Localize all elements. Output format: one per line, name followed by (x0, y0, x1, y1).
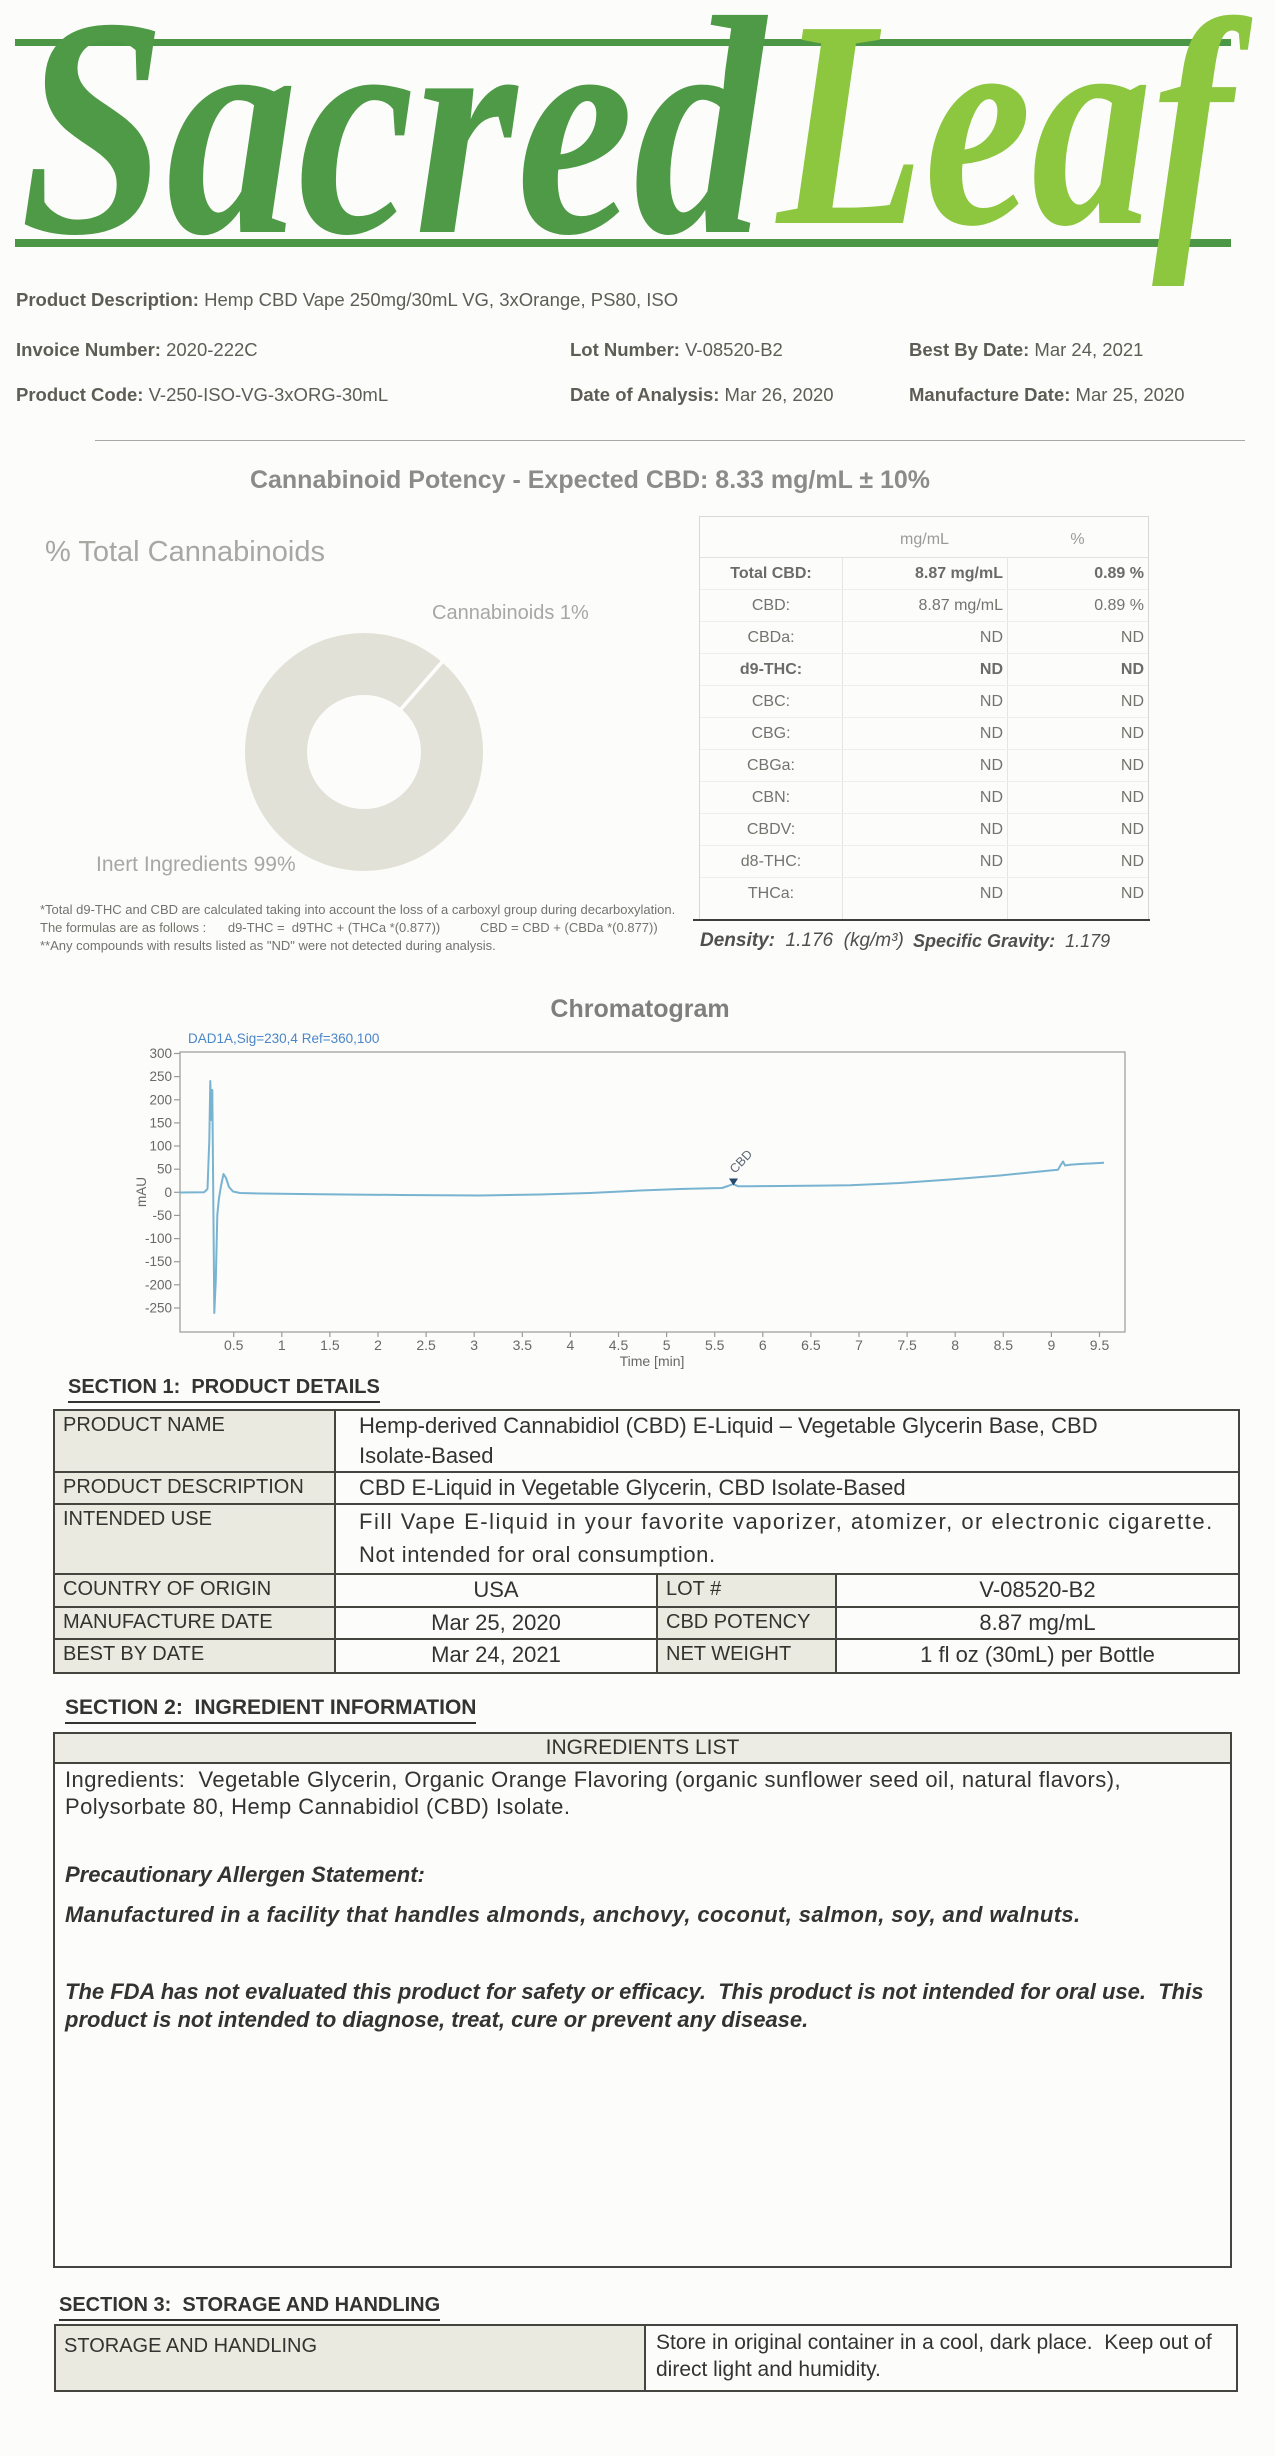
svg-text:CBD: CBD (727, 1147, 755, 1176)
svg-text:7.5: 7.5 (897, 1337, 917, 1353)
svg-text:3: 3 (470, 1337, 478, 1353)
svg-text:DAD1A,Sig=230,4 Ref=360,100: DAD1A,Sig=230,4 Ref=360,100 (188, 1031, 379, 1046)
svg-text:2: 2 (374, 1337, 382, 1353)
svg-text:8: 8 (951, 1337, 959, 1353)
svg-text:8.5: 8.5 (994, 1337, 1014, 1353)
svg-text:150: 150 (149, 1115, 172, 1130)
svg-text:1: 1 (278, 1337, 286, 1353)
svg-text:-150: -150 (145, 1254, 172, 1269)
svg-text:6.5: 6.5 (801, 1337, 821, 1353)
svg-text:9: 9 (1048, 1337, 1056, 1353)
svg-text:4.5: 4.5 (609, 1337, 629, 1353)
svg-text:0: 0 (164, 1185, 172, 1200)
svg-text:5: 5 (663, 1337, 671, 1353)
svg-text:250: 250 (149, 1069, 172, 1084)
svg-text:1.5: 1.5 (320, 1337, 340, 1353)
svg-text:6: 6 (759, 1337, 767, 1353)
svg-text:-250: -250 (145, 1301, 172, 1316)
svg-text:300: 300 (149, 1046, 172, 1061)
svg-text:200: 200 (149, 1092, 172, 1107)
svg-text:-50: -50 (152, 1208, 172, 1223)
svg-text:0.5: 0.5 (224, 1337, 244, 1353)
svg-text:9.5: 9.5 (1090, 1337, 1110, 1353)
svg-text:7: 7 (855, 1337, 863, 1353)
svg-text:-100: -100 (145, 1231, 172, 1246)
svg-text:mAU: mAU (134, 1177, 149, 1207)
svg-text:-200: -200 (145, 1277, 172, 1292)
svg-text:2.5: 2.5 (416, 1337, 436, 1353)
svg-text:50: 50 (157, 1162, 172, 1177)
svg-text:Time [min]: Time [min] (620, 1353, 685, 1369)
svg-text:4: 4 (567, 1337, 575, 1353)
svg-text:100: 100 (149, 1139, 172, 1154)
svg-text:3.5: 3.5 (513, 1337, 533, 1353)
svg-text:5.5: 5.5 (705, 1337, 725, 1353)
